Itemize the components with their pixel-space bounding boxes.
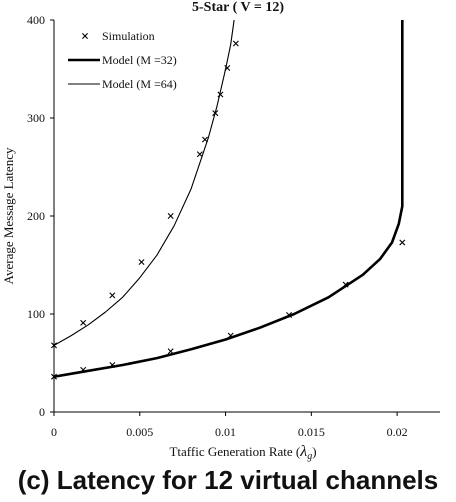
simulation-point [217,91,224,98]
simulation-point [399,239,406,246]
x-tick-label: 0.015 [298,425,325,439]
chart-figure: 5-Star ( V = 12) 0 100 200 300 400 0 0.005 0.01… [1,0,440,462]
simulation-point [232,40,239,47]
simulation-point [109,292,116,299]
legend-item: Model (M =32) [68,53,177,67]
y-tick-label: 400 [27,13,45,27]
simulation-point [80,319,87,326]
legend-label: Model (M =32) [102,53,177,67]
legend-label: Model (M =64) [102,77,177,91]
series-model-m32-line [54,20,404,378]
axes [50,19,440,416]
legend: Simulation Model (M =32) Model (M =64) [68,29,177,91]
series-simulation-markers [51,40,406,380]
x-axis-label-close: ) [312,444,316,459]
chart-title: 5-Star ( V = 12) [192,0,284,15]
x-axis-label-subscript: g [307,451,312,462]
y-tick-label: 100 [27,307,45,321]
legend-simulation-marker [82,33,88,39]
series-model-m64-line [54,19,235,346]
y-axis-label: Average Message Latency [1,147,16,284]
legend-item: Model (M =64) [68,77,177,91]
x-axis-label-text: Ttaffic Generation Rate ( [169,444,300,459]
x-axis-label-symbol: λ [299,443,307,460]
legend-item: Simulation [82,29,155,43]
y-tick-label: 300 [27,111,45,125]
x-axis-label: Ttaffic Generation Rate (λg) [169,443,316,462]
legend-label: Simulation [102,29,155,43]
figure-caption: (c) Latency for 12 virtual channels [17,465,439,495]
tick-labels: 0 100 200 300 400 0 0.005 0.01 0.015 0.02 [27,13,408,439]
x-tick-label: 0.005 [126,425,153,439]
simulation-point [196,151,203,158]
y-tick-label: 200 [27,209,45,223]
x-tick-label: 0 [51,425,57,439]
x-tick-label: 0.01 [215,425,236,439]
simulation-point [138,259,145,266]
simulation-point [167,213,174,219]
y-tick-label: 0 [39,405,45,419]
x-tick-label: 0.02 [387,425,408,439]
plot-area [51,19,406,380]
